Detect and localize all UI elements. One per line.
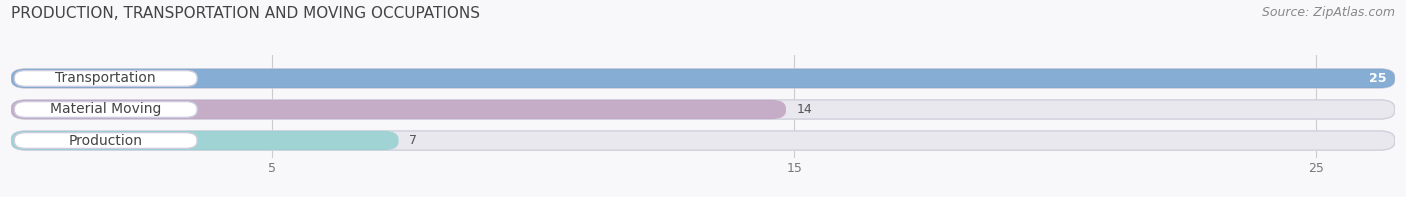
Text: 25: 25 — [1369, 72, 1386, 85]
Text: Material Moving: Material Moving — [51, 102, 162, 116]
Text: Production: Production — [69, 134, 143, 148]
FancyBboxPatch shape — [11, 100, 1395, 119]
FancyBboxPatch shape — [11, 100, 786, 119]
FancyBboxPatch shape — [11, 131, 1395, 150]
FancyBboxPatch shape — [14, 71, 197, 86]
FancyBboxPatch shape — [14, 133, 197, 148]
FancyBboxPatch shape — [11, 131, 399, 150]
Text: 14: 14 — [796, 103, 813, 116]
Text: PRODUCTION, TRANSPORTATION AND MOVING OCCUPATIONS: PRODUCTION, TRANSPORTATION AND MOVING OC… — [11, 6, 481, 21]
FancyBboxPatch shape — [11, 69, 1395, 88]
Text: 7: 7 — [409, 134, 418, 147]
FancyBboxPatch shape — [11, 69, 1395, 88]
Text: Source: ZipAtlas.com: Source: ZipAtlas.com — [1261, 6, 1395, 19]
Text: Transportation: Transportation — [55, 72, 156, 85]
FancyBboxPatch shape — [14, 102, 197, 117]
